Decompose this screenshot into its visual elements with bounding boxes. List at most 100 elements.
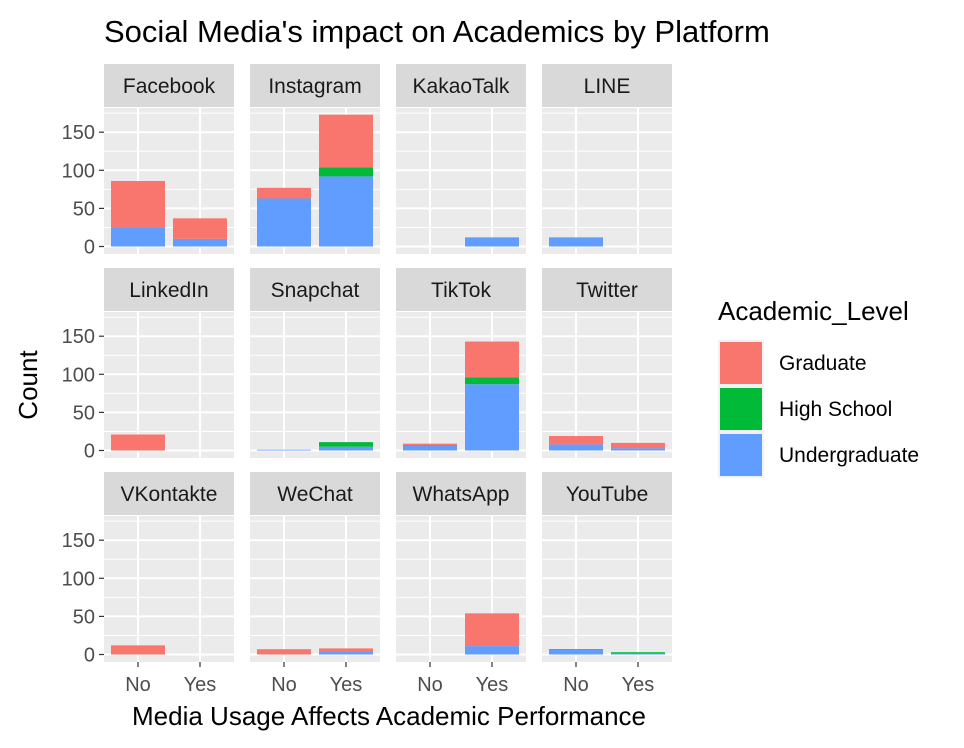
legend: Academic_Level Graduate High School Underg… — [718, 296, 919, 478]
bar-instagram-no-undergraduate — [257, 198, 311, 247]
bar-linkedin-no-graduate — [111, 434, 165, 451]
bar-snapchat-yes-high-school — [319, 442, 373, 447]
bar-tiktok-no-high-school — [403, 445, 457, 446]
bar-tiktok-no-undergraduate — [403, 445, 457, 451]
legend-key-graduate — [720, 342, 762, 384]
bar-instagram-yes-graduate — [319, 114, 373, 168]
bar-instagram-no-graduate — [257, 187, 311, 199]
bar-line-no-undergraduate — [549, 237, 603, 247]
facet-strip — [250, 64, 380, 107]
facet-strip-label: LINE — [584, 75, 631, 98]
bar-instagram-yes-undergraduate — [319, 176, 373, 247]
bar-whatsapp-yes-graduate — [465, 613, 519, 647]
legend-label: High School — [779, 398, 892, 421]
facet-strip-label: LinkedIn — [129, 279, 208, 302]
legend-key-high-school — [720, 388, 762, 430]
y-tick-label: 0 — [84, 441, 95, 463]
facet-instagram: Instagram — [250, 64, 380, 254]
facet-strip-label: Twitter — [576, 279, 638, 302]
chart-title: Social Media's impact on Academics by Pl… — [104, 14, 770, 49]
bar-wechat-yes-graduate — [319, 648, 373, 652]
bar-tiktok-no-graduate — [403, 443, 457, 446]
bar-snapchat-yes-undergraduate — [319, 446, 373, 451]
bar-snapchat-no-undergraduate — [257, 449, 311, 451]
bar-twitter-yes-undergraduate — [611, 448, 665, 451]
bar-twitter-no-undergraduate — [549, 444, 603, 451]
legend-title: Academic_Level — [718, 296, 909, 326]
facet-strip-label: Facebook — [123, 75, 216, 98]
x-tick-label: No — [563, 674, 589, 696]
facet-wechat: WeChat No Yes — [250, 472, 380, 696]
y-tick-label: 0 — [84, 237, 95, 259]
facet-strip — [104, 268, 234, 311]
y-tick-label: 150 — [62, 530, 95, 552]
bar-wechat-no-graduate — [257, 649, 311, 655]
y-tick-label: 100 — [62, 364, 95, 386]
facet-panels: Facebook 0 50 100 150 Instagram KakaoTalk LINE L… — [62, 64, 672, 696]
facet-strip — [250, 472, 380, 515]
facet-whatsapp: WhatsApp No Yes — [396, 472, 526, 696]
facet-strip-label: VKontakte — [121, 483, 218, 506]
facet-strip — [542, 64, 672, 107]
facet-strip — [104, 472, 234, 515]
bar-kakaotalk-yes-undergraduate — [465, 237, 519, 247]
legend-label: Undergraduate — [779, 444, 919, 467]
bar-wechat-yes-undergraduate — [319, 651, 373, 655]
facet-linkedin: LinkedIn 0 50 100 150 — [62, 268, 234, 463]
x-tick-label: Yes — [184, 674, 217, 696]
facet-strip-label: Snapchat — [271, 279, 360, 302]
facet-strip-label: TikTok — [431, 279, 491, 302]
x-tick-label: Yes — [330, 674, 363, 696]
bar-tiktok-yes-undergraduate — [465, 384, 519, 451]
y-tick-label: 150 — [62, 326, 95, 348]
facet-youtube: YouTube No Yes — [542, 472, 672, 696]
bar-facebook-no-graduate — [111, 180, 165, 228]
x-tick-label: No — [271, 674, 297, 696]
bar-tiktok-yes-high-school — [465, 377, 519, 385]
facet-strip — [542, 268, 672, 311]
y-tick-label: 0 — [84, 645, 95, 667]
bar-vkontakte-no-graduate — [111, 645, 165, 655]
bar-youtube-yes-high-school — [611, 652, 665, 654]
bar-youtube-no-high-school — [549, 649, 603, 650]
bar-tiktok-yes-graduate — [465, 341, 519, 378]
y-tick-label: 50 — [73, 402, 95, 424]
facet-strip-label: KakaoTalk — [413, 75, 510, 98]
facet-twitter: Twitter — [542, 268, 672, 458]
facet-strip-label: WeChat — [277, 483, 353, 506]
bar-facebook-no-undergraduate — [111, 227, 165, 247]
x-axis-title: Media Usage Affects Academic Performance — [132, 701, 646, 731]
facet-strip — [250, 268, 380, 311]
facet-snapchat: Snapchat — [250, 268, 380, 458]
facet-strip — [396, 64, 526, 107]
facet-strip-label: YouTube — [566, 483, 649, 506]
panel-background — [542, 108, 672, 254]
facet-line: LINE — [542, 64, 672, 254]
bar-instagram-yes-high-school — [319, 167, 373, 177]
y-axis-title: Count — [13, 350, 43, 420]
panel-background — [396, 108, 526, 254]
y-tick-label: 150 — [62, 122, 95, 144]
y-tick-label: 100 — [62, 160, 95, 182]
y-tick-label: 50 — [73, 198, 95, 220]
bar-twitter-no-graduate — [549, 436, 603, 445]
facet-facebook: Facebook 0 50 100 150 — [62, 64, 234, 259]
bar-youtube-yes-undergraduate — [611, 653, 665, 655]
facet-strip-label: WhatsApp — [413, 483, 510, 506]
panel-background — [104, 516, 234, 662]
x-tick-label: Yes — [476, 674, 509, 696]
facet-strip — [396, 472, 526, 515]
facet-strip-label: Instagram — [268, 75, 361, 98]
facet-strip — [104, 64, 234, 107]
facet-strip — [396, 268, 526, 311]
bar-facebook-yes-graduate — [173, 218, 227, 239]
x-tick-label: Yes — [622, 674, 655, 696]
facet-kakaotalk: KakaoTalk — [396, 64, 526, 254]
panel-background — [250, 516, 380, 662]
panel-background — [542, 516, 672, 662]
panel-background — [250, 312, 380, 458]
bar-twitter-yes-graduate — [611, 442, 665, 449]
y-tick-label: 100 — [62, 568, 95, 590]
facet-tiktok: TikTok — [396, 268, 526, 458]
